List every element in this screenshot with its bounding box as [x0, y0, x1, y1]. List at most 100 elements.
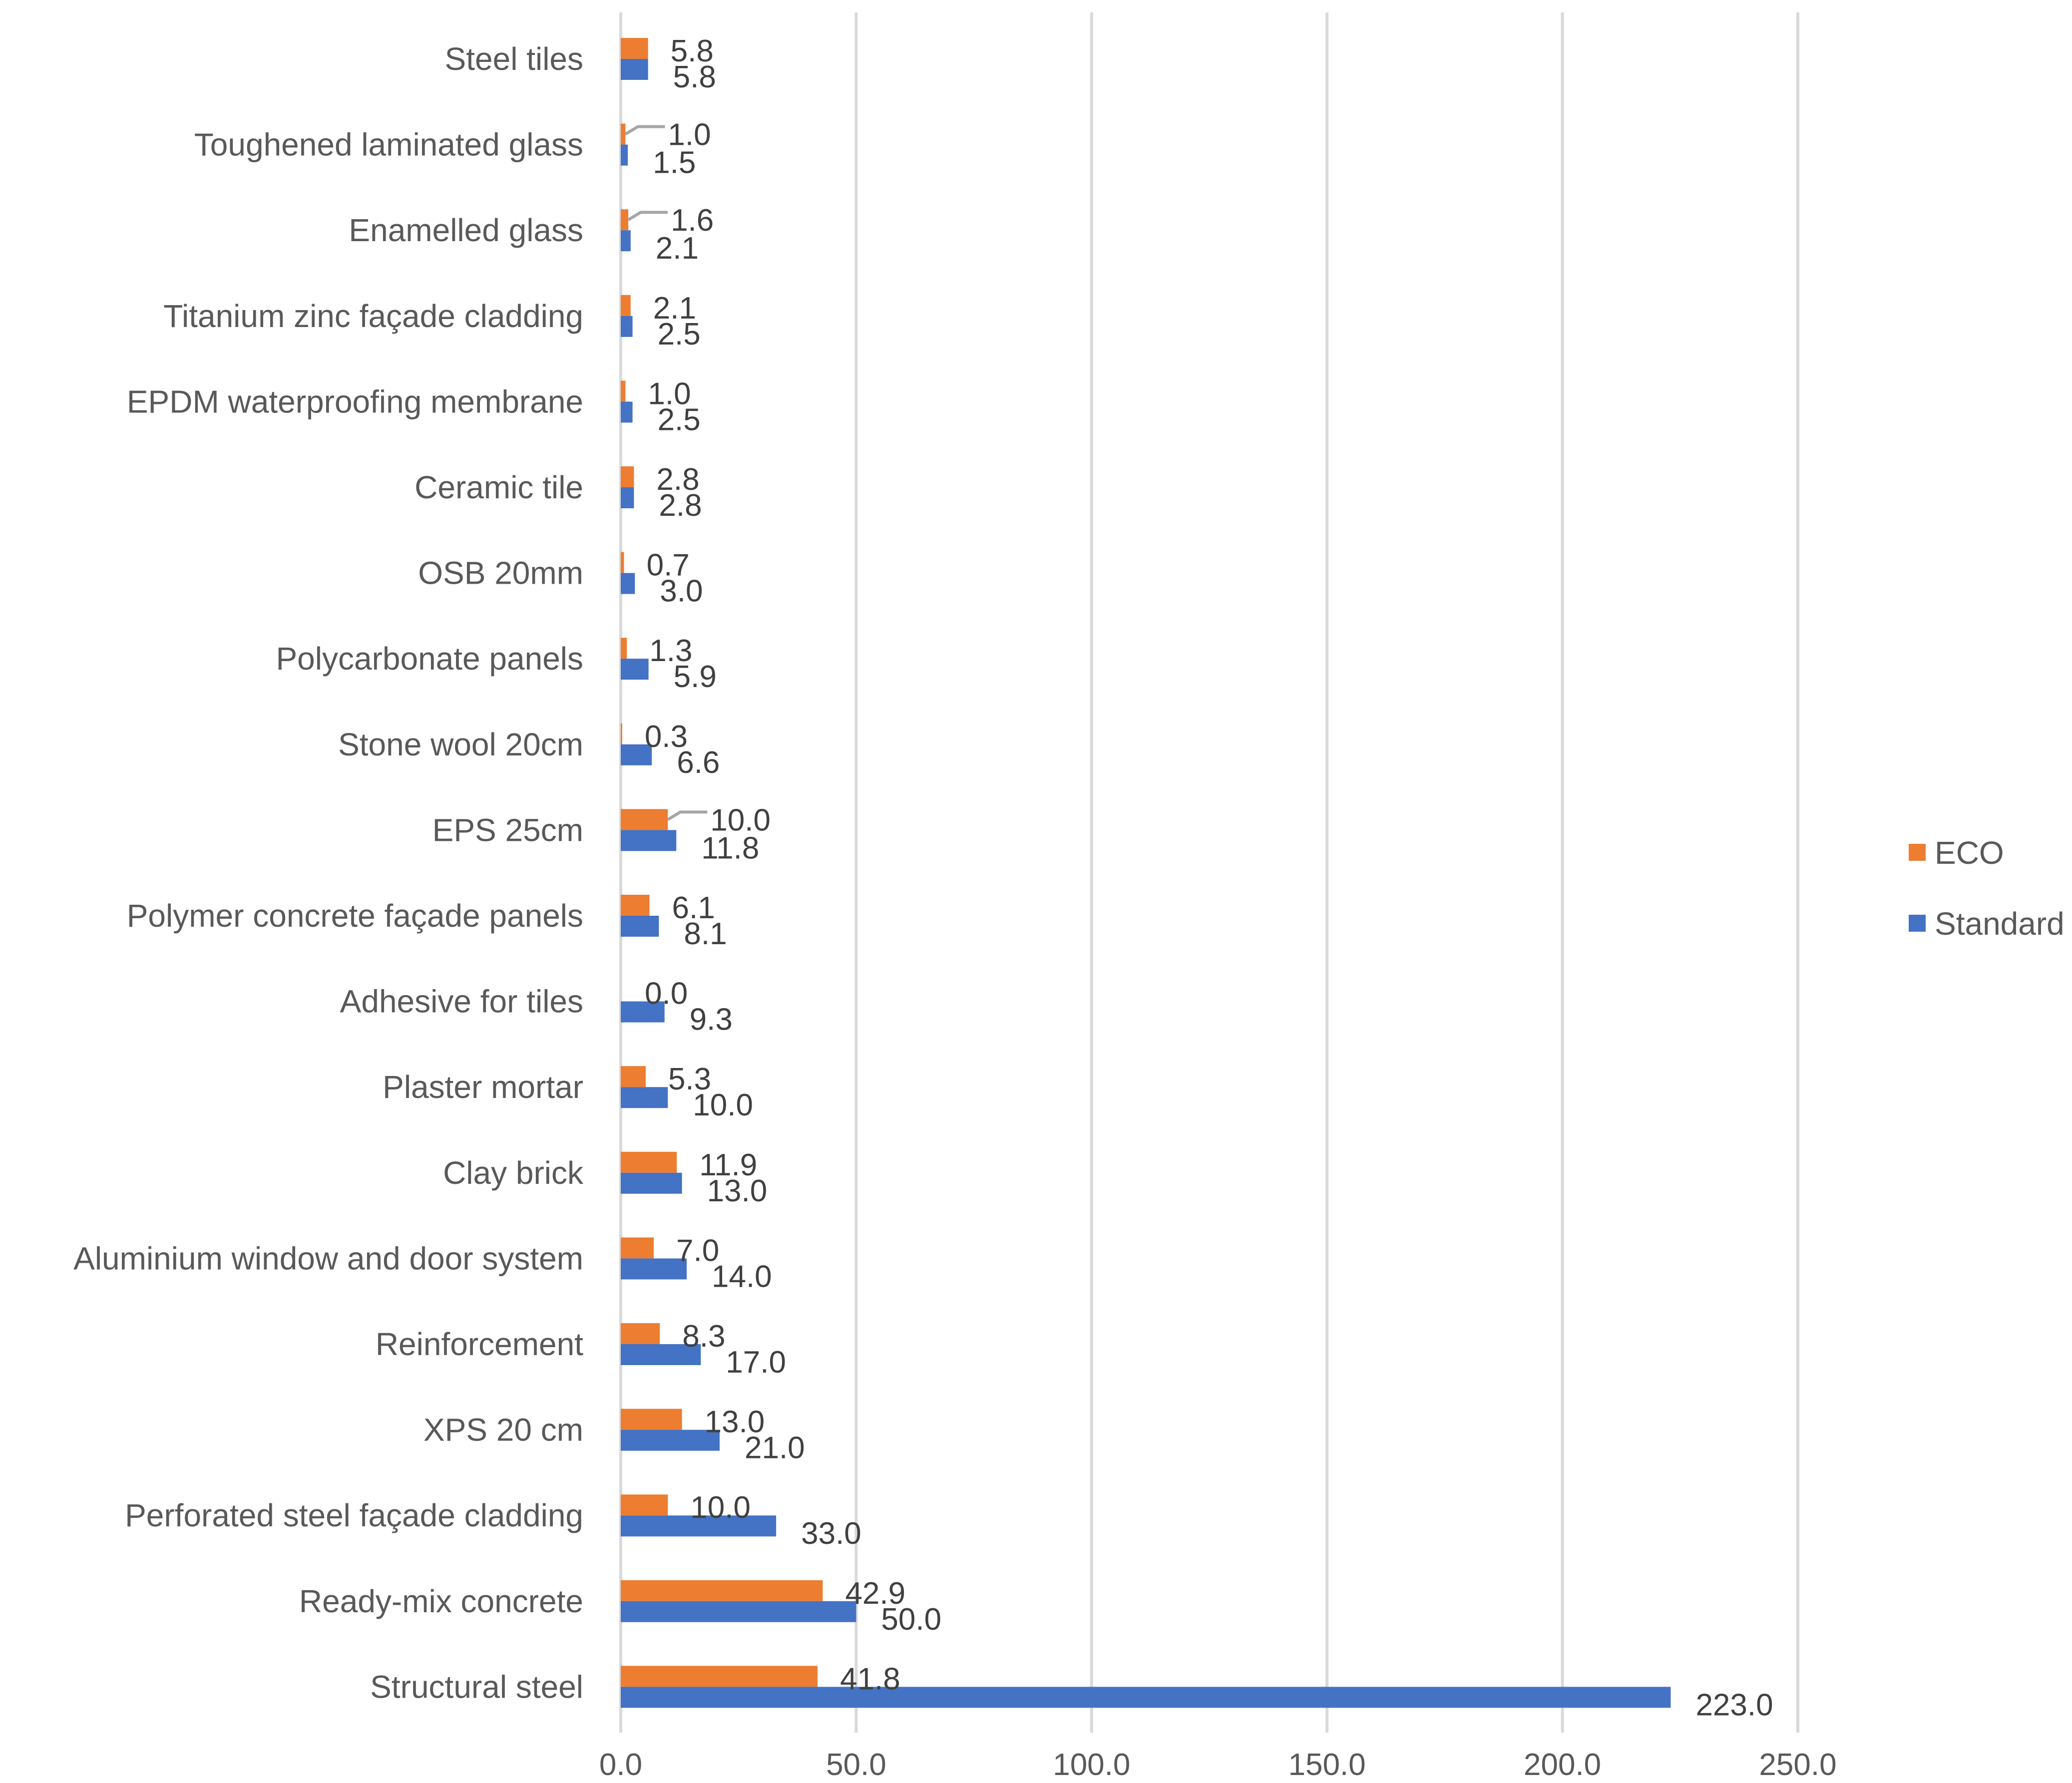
leader-line	[624, 125, 665, 136]
data-label-eco: 0.0	[645, 977, 688, 1011]
data-label-eco: 2.1	[653, 291, 696, 326]
x-tick-label: 0.0	[599, 1748, 642, 1782]
category-label: Stone wool 20cm	[338, 726, 583, 762]
category-label: Aluminium window and door system	[73, 1240, 583, 1276]
data-label-eco: 10.0	[710, 803, 771, 837]
data-label-eco: 41.8	[840, 1662, 900, 1696]
data-label-eco: 0.3	[645, 719, 688, 754]
category-label: XPS 20 cm	[423, 1412, 583, 1448]
bar-eco	[621, 466, 634, 487]
bar-eco	[621, 638, 627, 659]
bar-eco	[621, 380, 626, 402]
data-label-standard: 1.5	[653, 146, 696, 180]
bar-eco	[621, 1151, 677, 1173]
data-label-standard: 9.3	[690, 1003, 733, 1037]
bar-standard	[621, 1087, 668, 1108]
category-label: Polymer concrete façade panels	[127, 898, 583, 934]
data-label-eco: 10.0	[690, 1490, 751, 1525]
data-label-eco: 1.6	[671, 203, 714, 238]
category-label: Steel tiles	[445, 41, 583, 77]
data-label-eco: 11.9	[699, 1148, 757, 1182]
bar-standard	[621, 573, 635, 594]
bar-eco	[621, 1409, 682, 1430]
data-label-eco: 1.3	[649, 634, 692, 668]
data-label-eco: 42.9	[845, 1576, 905, 1611]
legend-label-standard: Standard	[1935, 906, 2065, 942]
bar-eco	[621, 1237, 654, 1259]
bar-standard	[621, 1515, 777, 1537]
bar-standard	[621, 59, 648, 80]
data-label-eco: 8.3	[682, 1319, 725, 1354]
x-tick-label: 200.0	[1524, 1748, 1601, 1782]
legend-swatch-eco	[1909, 844, 1926, 861]
data-label-eco: 7.0	[676, 1233, 719, 1268]
data-label-standard: 8.1	[684, 917, 727, 951]
data-label-eco: 6.1	[672, 891, 715, 925]
bars	[621, 38, 1671, 1708]
bar-standard	[621, 659, 649, 680]
bar-standard	[621, 1687, 1671, 1708]
data-labels: 5.85.81.51.02.11.62.52.12.51.02.82.83.00…	[645, 34, 1773, 1722]
legend: ECO Standard	[1909, 835, 2065, 942]
bar-standard	[621, 1429, 720, 1451]
bar-eco	[621, 552, 624, 573]
data-label-eco: 5.8	[671, 34, 714, 68]
bar-eco	[621, 295, 631, 316]
category-label: Structural steel	[370, 1669, 583, 1705]
bar-eco	[621, 1666, 818, 1687]
bar-eco	[621, 723, 622, 744]
bar-eco	[621, 38, 648, 59]
category-label: EPS 25cm	[432, 812, 583, 848]
category-label: Adhesive for tiles	[340, 984, 583, 1020]
data-label-eco: 5.3	[668, 1062, 711, 1096]
data-label-eco: 1.0	[668, 118, 711, 152]
bar-standard	[621, 487, 634, 508]
bar-eco	[621, 809, 668, 830]
bar-standard	[621, 744, 652, 765]
data-label-eco: 2.8	[656, 462, 699, 497]
bar-standard	[621, 830, 677, 851]
data-label-standard: 2.5	[658, 317, 701, 352]
data-label-eco: 0.7	[647, 548, 690, 583]
category-label: Plaster mortar	[383, 1069, 583, 1105]
bar-eco	[621, 1494, 668, 1516]
bar-standard	[621, 916, 659, 937]
data-label-standard: 223.0	[1695, 1688, 1773, 1722]
bar-eco	[621, 1580, 823, 1601]
category-label: Toughened laminated glass	[194, 127, 583, 163]
bar-eco	[621, 123, 626, 145]
category-label: Enamelled glass	[349, 212, 583, 248]
data-label-standard: 13.0	[707, 1174, 768, 1208]
category-label: Ceramic tile	[414, 469, 583, 505]
bar-eco	[621, 209, 629, 231]
category-label: Ready-mix concrete	[299, 1583, 583, 1619]
x-tick-label: 100.0	[1053, 1748, 1130, 1782]
leader-line	[627, 211, 668, 221]
bar-eco	[621, 1323, 660, 1344]
category-label: Titanium zinc façade cladding	[163, 298, 583, 334]
value-axis-tick-labels: 0.0 50.0 100.0 150.0 200.0 250.0	[599, 1748, 1837, 1782]
data-label-standard: 11.8	[701, 831, 759, 865]
gridlines	[619, 12, 1799, 1733]
data-label-standard: 21.0	[745, 1431, 805, 1465]
bar-standard	[621, 230, 631, 252]
x-tick-label: 50.0	[826, 1748, 886, 1782]
data-label-standard: 6.6	[677, 745, 720, 780]
category-label: OSB 20mm	[418, 555, 583, 591]
bar-eco	[621, 895, 650, 916]
legend-label-eco: ECO	[1935, 835, 2004, 871]
category-label: Reinforcement	[376, 1326, 583, 1362]
data-label-standard: 50.0	[881, 1602, 941, 1637]
category-label: EPDM waterproofing membrane	[127, 383, 583, 419]
legend-swatch-standard	[1909, 915, 1926, 932]
data-label-standard: 33.0	[801, 1516, 861, 1551]
bar-standard	[621, 1344, 701, 1365]
x-tick-label: 150.0	[1288, 1748, 1366, 1782]
category-label: Clay brick	[443, 1155, 584, 1191]
data-label-eco: 13.0	[705, 1405, 765, 1439]
data-label-standard: 17.0	[726, 1345, 786, 1380]
category-axis-labels: Steel tiles Toughened laminated glass Enam…	[73, 41, 584, 1705]
bar-standard	[621, 316, 633, 337]
data-label-standard: 5.8	[673, 60, 716, 94]
